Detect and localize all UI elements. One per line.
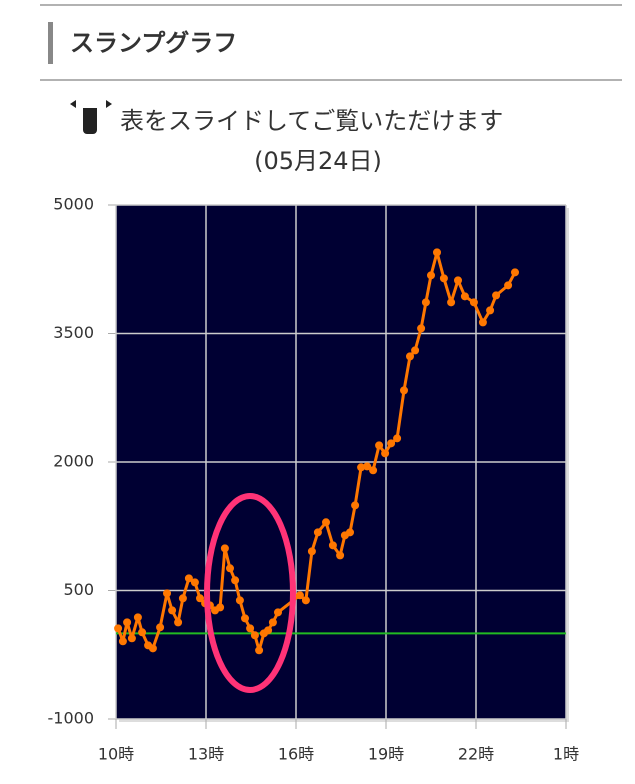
point [492, 291, 501, 300]
point [433, 248, 441, 257]
point [168, 606, 177, 615]
point [336, 551, 345, 560]
point [196, 594, 204, 603]
point [301, 596, 310, 605]
point [123, 618, 132, 627]
point [190, 578, 199, 587]
point [241, 614, 249, 623]
notice: 表をスライドしてご覧いただけます [120, 107, 503, 135]
x-tick-label: 10時 [98, 745, 134, 764]
point [511, 268, 519, 277]
point [148, 644, 157, 653]
x-tick-label: 19時 [368, 745, 404, 764]
point [427, 271, 435, 280]
point [346, 528, 354, 537]
point [421, 298, 430, 307]
point [255, 646, 264, 655]
point [411, 346, 420, 355]
x-tick-label: 16時 [278, 745, 314, 764]
point [163, 589, 171, 598]
point [226, 564, 234, 573]
point [268, 618, 277, 627]
point [417, 324, 426, 333]
point [369, 466, 378, 475]
x-tick-label: 1時 [553, 745, 579, 764]
point [118, 637, 127, 646]
point [351, 501, 360, 510]
point [231, 576, 240, 585]
point [328, 541, 337, 550]
point [246, 624, 255, 633]
point [274, 608, 282, 617]
point [127, 634, 136, 643]
highlight-circle [204, 493, 296, 693]
point [393, 434, 402, 443]
point [138, 628, 147, 637]
y-tick-label: 5000 [53, 195, 94, 214]
y-tick-label: -1000 [48, 709, 95, 728]
point [357, 463, 366, 472]
plot: -1000 500 2000 3500 5000 10時 13時 16時 19時 22時 1時 [48, 195, 580, 764]
point [114, 624, 123, 633]
point [313, 528, 322, 537]
y-tick-label: 2000 [53, 452, 94, 471]
point [375, 441, 384, 450]
point [264, 626, 273, 635]
point [387, 439, 396, 448]
point [381, 449, 390, 458]
point [406, 352, 414, 361]
point [469, 298, 478, 307]
point [400, 386, 408, 395]
point [216, 603, 225, 612]
point [307, 547, 316, 556]
point [184, 574, 193, 583]
point [454, 276, 462, 285]
title-accent [48, 22, 53, 64]
y-tick-label: 3500 [53, 323, 94, 342]
point [156, 623, 165, 632]
x-tick-label: 22時 [458, 745, 494, 764]
section-title: スランプグラフ [70, 29, 237, 57]
point [439, 274, 448, 283]
chart-title: (05月24日) [254, 147, 382, 175]
x-tick-label: 13時 [188, 745, 224, 764]
point [220, 544, 229, 553]
swipe-icon [70, 100, 112, 134]
point [250, 631, 259, 640]
point [486, 306, 495, 315]
point [322, 518, 330, 527]
point [295, 591, 304, 600]
point [478, 318, 487, 327]
point [174, 618, 183, 627]
point [447, 298, 456, 307]
point [363, 462, 372, 471]
point [504, 281, 513, 290]
y-tick-label: 500 [63, 580, 94, 599]
point [178, 594, 187, 603]
point [235, 596, 244, 605]
point [133, 613, 142, 622]
point [460, 292, 469, 301]
